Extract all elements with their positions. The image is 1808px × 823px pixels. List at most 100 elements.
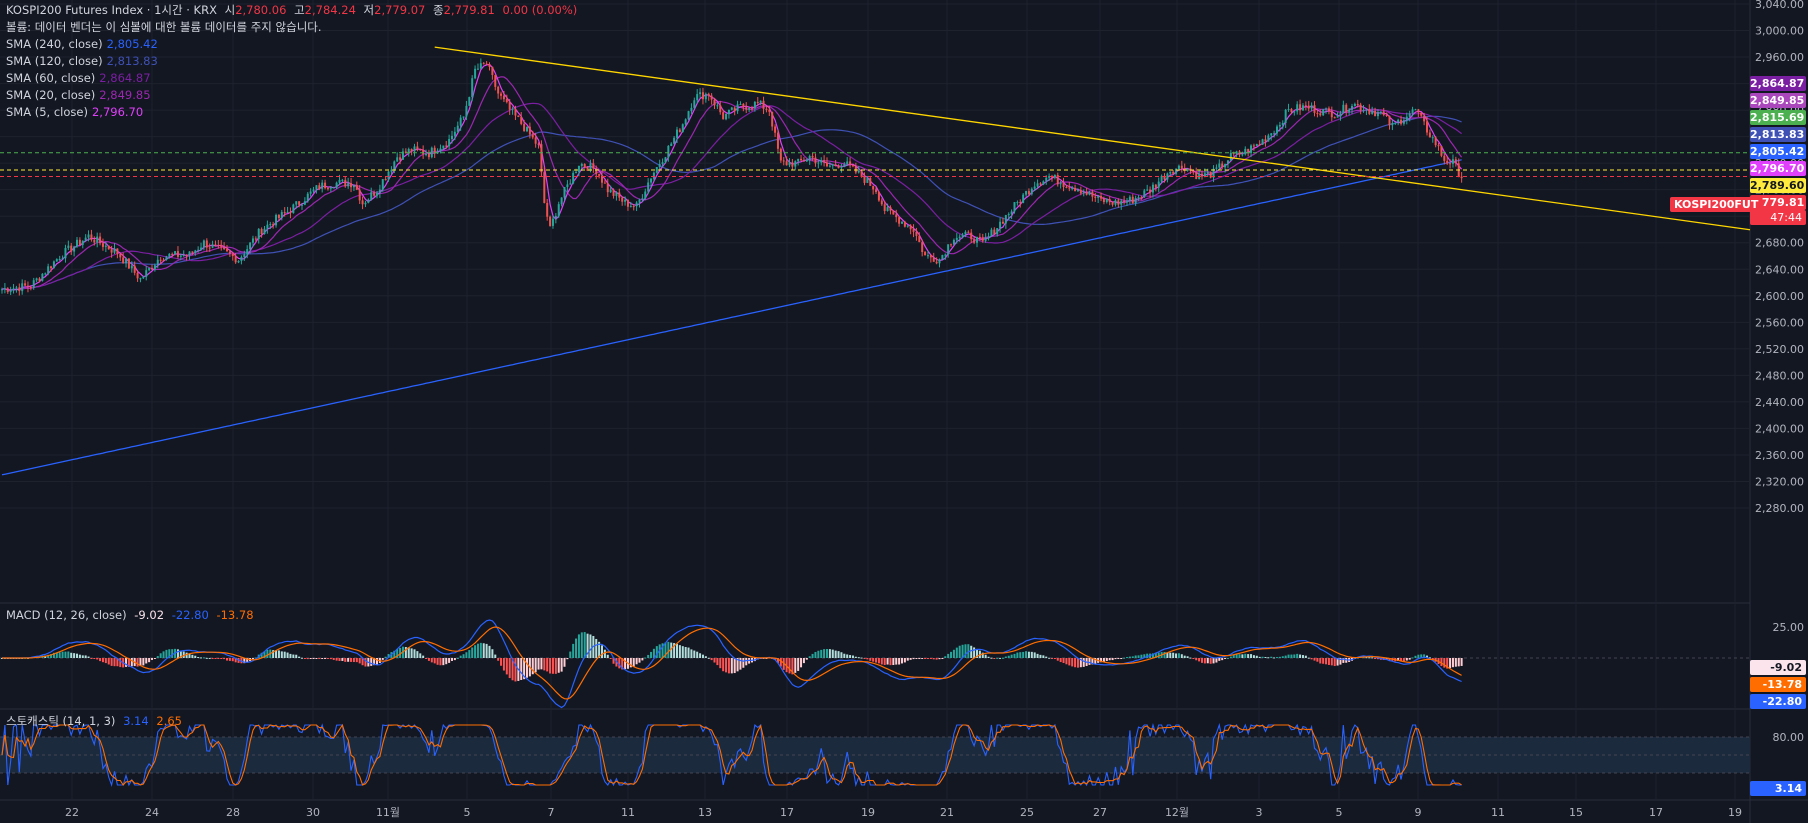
macd-hist-bar [1238, 654, 1241, 658]
candle-body [1019, 202, 1022, 204]
macd-hist-bar [730, 658, 733, 674]
macd-hist-bar [678, 645, 681, 658]
macd-hist-bar [231, 658, 234, 662]
x-tick-label: 11 [1491, 806, 1505, 819]
macd-hist-bar [857, 657, 860, 659]
candle-body [1391, 123, 1394, 126]
header-legend: KOSPI200 Futures Index · 1시간 · KRX 시2,78… [6, 2, 581, 19]
candle-body [751, 107, 753, 109]
candles [1, 58, 1463, 296]
macd-hist-bar [851, 655, 854, 658]
macd-hist-bar [912, 658, 915, 660]
macd-hist-bar [1426, 655, 1428, 658]
candle-body [1426, 121, 1428, 133]
macd-hist-bar [1290, 654, 1293, 658]
macd-hist-bar [52, 652, 55, 658]
macd-hist-bar [497, 658, 500, 661]
macd-hist-bar [1405, 658, 1408, 661]
candle-body [240, 256, 243, 261]
macd-hist-bar [217, 658, 220, 659]
y-tick-label: 2,320.00 [1755, 475, 1804, 488]
macd-hist-bar [598, 641, 601, 658]
candle-body [514, 108, 517, 116]
candle-body [1281, 123, 1284, 125]
candle-body [554, 215, 557, 219]
macd-hist-bar [1102, 658, 1105, 662]
y-tick-label: 2,280.00 [1755, 502, 1804, 515]
candle-body [200, 247, 203, 250]
candle-body [228, 251, 231, 254]
candle-body [1420, 112, 1423, 116]
macd-hist-bar [275, 650, 278, 658]
macd-hist-bar [745, 658, 748, 666]
stoch-d-line [1, 723, 1462, 786]
macd-hist-bar [476, 643, 479, 658]
macd-hist-bar [1151, 653, 1154, 658]
candle-body [399, 157, 402, 160]
macd-hist-bar [1123, 657, 1126, 659]
macd-hist-bar [214, 658, 217, 659]
candle-body [1079, 190, 1082, 194]
candle-body [1374, 110, 1377, 117]
macd-hist-bar [1082, 658, 1085, 667]
candle-body [765, 108, 768, 110]
macd-hist-bar [474, 645, 477, 658]
candle-body [938, 259, 941, 264]
candle-body [725, 113, 728, 120]
candle-body [958, 236, 961, 238]
macd-hist-bar [938, 658, 941, 660]
macd-hist-bar [78, 654, 81, 658]
candle-body [676, 129, 678, 138]
macd-hist-bar [226, 658, 228, 661]
macd-hist-bar [110, 658, 113, 666]
macd-hist-bar [341, 658, 344, 661]
candle-body [488, 64, 491, 67]
macd-hist-bar [1402, 658, 1405, 662]
macd-hist-bar [837, 651, 840, 658]
macd-hist-bar [1443, 658, 1446, 668]
candle-body [205, 240, 208, 248]
candle-body [500, 93, 503, 96]
candle-body [1146, 189, 1149, 191]
candle-body [924, 252, 927, 256]
candle-body [197, 249, 200, 251]
macd-hist-bar [603, 649, 606, 658]
macd-hist-bar [87, 656, 90, 658]
candle-body [451, 135, 453, 140]
macd-hist-bar [1111, 658, 1114, 661]
candle-body [745, 107, 748, 110]
macd-hist-bar [479, 642, 482, 658]
macd-hist-bar [1183, 655, 1186, 658]
macd-hist-bar [1068, 658, 1071, 666]
candle-body [805, 159, 808, 162]
macd-hist-bar [116, 658, 119, 667]
macd-hist-bar [577, 634, 580, 658]
macd-hist-bar [465, 652, 468, 658]
macd-hist-bar [1301, 655, 1304, 658]
sma-value: 2,813.83 [106, 54, 158, 68]
candle-body [381, 179, 384, 190]
candle-body [520, 116, 523, 124]
macd-hist-bar [1304, 655, 1307, 658]
candle-body [1, 289, 3, 291]
macd-label: MACD (12, 26, close) [6, 608, 127, 622]
candle-body [1030, 188, 1033, 195]
candle-body [41, 273, 44, 281]
macd-hist-bar [701, 654, 704, 658]
candle-body [312, 189, 315, 192]
macd-hist-bar [601, 645, 603, 658]
candle-body [479, 63, 482, 69]
macd-hist-bar [332, 658, 335, 660]
macd-hist-bar [794, 658, 797, 673]
macd-hist-bar [312, 658, 315, 659]
price-tag: 2,789.60 [1750, 178, 1806, 193]
candle-body [280, 212, 283, 218]
macd-hist-bar [335, 658, 338, 661]
macd-hist-bar [202, 657, 205, 659]
macd-hist-bar [58, 652, 61, 658]
macd-hist-bar [644, 657, 647, 659]
macd-hist-bar [505, 658, 508, 675]
macd-hist-bar [370, 658, 373, 666]
